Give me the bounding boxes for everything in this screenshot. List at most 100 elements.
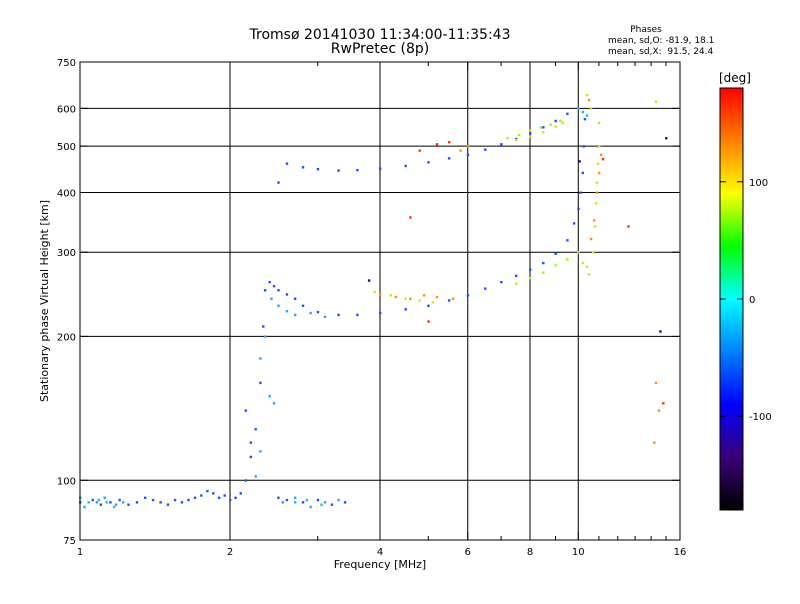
data-point [599, 153, 603, 157]
data-point [249, 441, 253, 444]
x-tick-label: 10 [572, 547, 585, 558]
data-point [285, 498, 289, 502]
data-point [309, 505, 312, 509]
data-point [427, 304, 430, 307]
data-point [581, 171, 584, 175]
data-point [542, 261, 545, 265]
data-point [587, 273, 591, 276]
data-point [572, 222, 576, 225]
colorbar: [deg] 100 0 -100 [719, 71, 772, 511]
data-point [427, 161, 430, 164]
data-point [394, 295, 398, 299]
y-tick-label: 200 [57, 332, 76, 343]
data-point [582, 145, 586, 148]
data-point [591, 251, 595, 254]
data-point [589, 237, 593, 241]
data-point [109, 501, 112, 504]
data-point [97, 498, 101, 502]
data-point [118, 498, 121, 502]
colorbar-label: [deg] [719, 71, 751, 85]
data-point [595, 191, 599, 194]
colorbar-tick-label: 100 [749, 178, 768, 189]
data-point [585, 93, 589, 97]
data-point [91, 498, 95, 502]
data-point [122, 501, 125, 504]
data-point [268, 395, 271, 398]
data-point [143, 496, 147, 499]
data-point [542, 126, 545, 129]
data-point [263, 289, 267, 292]
data-point [217, 496, 221, 499]
data-point [596, 162, 600, 165]
x-tick-label: 16 [674, 547, 687, 558]
y-axis-label: Stationary phase Virtual Height [km] [38, 200, 51, 402]
axis-ticks: 1 2 4 6 8 10 16 75 100 200 300 400 500 600 750 [57, 58, 686, 558]
data-point [447, 299, 451, 302]
data-point [272, 402, 276, 405]
data-point [112, 505, 116, 509]
data-point [577, 207, 580, 211]
data-point [554, 252, 557, 256]
data-point [83, 505, 86, 509]
data-point [277, 304, 280, 307]
colorbar-tick-label: 0 [749, 295, 755, 306]
data-point [529, 132, 532, 135]
data-point [515, 274, 518, 278]
data-point [581, 110, 584, 114]
data-point [293, 501, 297, 504]
data-point [389, 294, 392, 297]
data-point [356, 313, 359, 317]
data-point [301, 501, 305, 504]
data-point [529, 268, 532, 271]
data-point [542, 131, 545, 134]
data-point [589, 107, 593, 110]
data-point [316, 167, 320, 171]
data-point [500, 143, 503, 146]
data-point [95, 501, 99, 504]
x-tick-label: 2 [227, 547, 233, 558]
data-point [316, 310, 320, 314]
data-point [554, 119, 557, 123]
data-point [379, 293, 382, 296]
data-point [337, 313, 340, 317]
data-point [270, 297, 273, 300]
data-point [259, 450, 262, 453]
data-point [506, 137, 509, 140]
stats-line-x: mean, sd,X: 91.5, 24.4 [608, 47, 714, 57]
data-point [593, 225, 597, 228]
data-point [466, 153, 470, 157]
x-tick-label: 8 [527, 547, 533, 558]
data-point [597, 145, 601, 148]
data-point [105, 501, 108, 504]
y-tick-label: 750 [57, 58, 76, 69]
data-point [285, 162, 289, 165]
data-point [515, 139, 518, 142]
data-point [173, 498, 177, 502]
data-point [330, 503, 334, 506]
data-point [549, 123, 553, 126]
data-point [597, 121, 601, 125]
data-point [301, 304, 305, 307]
data-point [151, 498, 155, 502]
data-point [579, 191, 582, 194]
data-point [343, 501, 347, 504]
data-point [277, 289, 280, 292]
data-point [529, 276, 532, 280]
data-point [180, 501, 184, 504]
data-point [187, 498, 190, 502]
data-point [323, 315, 327, 319]
data-point [305, 498, 309, 502]
data-point [542, 271, 545, 274]
data-point [159, 501, 162, 504]
y-tick-label: 100 [57, 476, 76, 487]
data-point [418, 149, 421, 152]
data-point [659, 330, 662, 333]
data-point [435, 295, 439, 299]
data-point [379, 311, 382, 315]
data-point [223, 494, 226, 497]
data-point [447, 141, 451, 144]
data-point [320, 503, 323, 506]
data-point [277, 496, 280, 499]
data-point [515, 137, 518, 141]
